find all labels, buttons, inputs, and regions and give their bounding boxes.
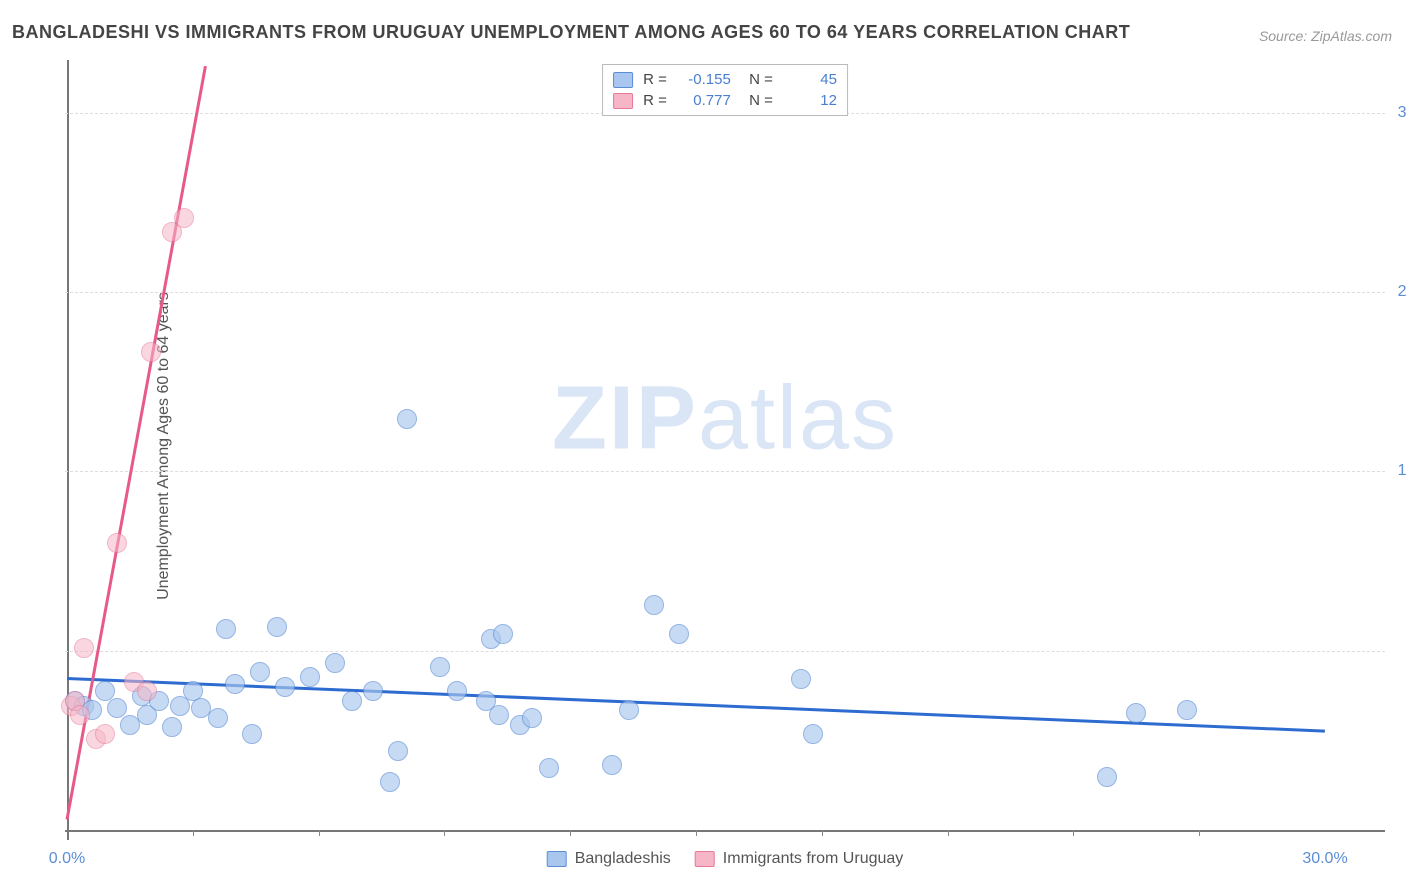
data-point xyxy=(619,700,639,720)
legend-r-value: -0.155 xyxy=(677,71,731,88)
x-minor-tick xyxy=(1199,830,1200,836)
data-point xyxy=(489,705,509,725)
data-point xyxy=(644,595,664,615)
legend-r-value: 0.777 xyxy=(677,92,731,109)
x-minor-tick xyxy=(570,830,571,836)
watermark-text: ZIPatlas xyxy=(552,367,898,470)
data-point xyxy=(225,674,245,694)
data-point xyxy=(300,667,320,687)
data-point xyxy=(107,533,127,553)
plot-surface: ZIPatlas 7.5%15.0%22.5%30.0%0.0%30.0% xyxy=(65,60,1385,840)
gridline-h xyxy=(65,471,1385,472)
data-point xyxy=(342,691,362,711)
x-minor-tick xyxy=(193,830,194,836)
data-point xyxy=(141,342,161,362)
x-minor-tick xyxy=(319,830,320,836)
legend-series-item: Immigrants from Uruguay xyxy=(695,850,904,868)
legend-swatch xyxy=(547,851,567,867)
data-point xyxy=(380,772,400,792)
data-point xyxy=(493,624,513,644)
data-point xyxy=(430,657,450,677)
x-axis-line xyxy=(65,830,1385,832)
gridline-h xyxy=(65,292,1385,293)
data-point xyxy=(74,638,94,658)
data-point xyxy=(95,724,115,744)
legend-swatch xyxy=(613,93,633,109)
data-point xyxy=(250,662,270,682)
data-point xyxy=(208,708,228,728)
legend-r-label: R = xyxy=(643,71,667,88)
data-point xyxy=(1097,767,1117,787)
data-point xyxy=(1177,700,1197,720)
data-point xyxy=(522,708,542,728)
data-point xyxy=(137,681,157,701)
legend-n-label: N = xyxy=(741,71,773,88)
legend-series-label: Immigrants from Uruguay xyxy=(723,850,904,868)
data-point xyxy=(669,624,689,644)
gridline-h xyxy=(65,651,1385,652)
legend-swatch xyxy=(695,851,715,867)
legend-n-label: N = xyxy=(741,92,773,109)
y-tick-label: 30.0% xyxy=(1398,104,1406,122)
source-attribution: Source: ZipAtlas.com xyxy=(1259,28,1392,44)
legend-n-value: 12 xyxy=(783,92,837,109)
legend-correlation-row: R = 0.777 N = 12 xyxy=(613,90,837,111)
legend-n-value: 45 xyxy=(783,71,837,88)
data-point xyxy=(216,619,236,639)
data-point xyxy=(242,724,262,744)
y-tick-label: 15.0% xyxy=(1398,462,1406,480)
x-tick-label: 0.0% xyxy=(49,850,85,868)
legend-series-item: Bangladeshis xyxy=(547,850,671,868)
legend-r-label: R = xyxy=(643,92,667,109)
legend-series-label: Bangladeshis xyxy=(575,850,671,868)
data-point xyxy=(803,724,823,744)
data-point xyxy=(162,717,182,737)
data-point xyxy=(791,669,811,689)
data-point xyxy=(602,755,622,775)
x-minor-tick xyxy=(948,830,949,836)
x-minor-tick xyxy=(1073,830,1074,836)
x-tick-label: 30.0% xyxy=(1302,850,1347,868)
data-point xyxy=(397,409,417,429)
data-point xyxy=(447,681,467,701)
x-minor-tick xyxy=(696,830,697,836)
legend-correlation-row: R = -0.155 N = 45 xyxy=(613,69,837,90)
data-point xyxy=(275,677,295,697)
data-point xyxy=(70,705,90,725)
data-point xyxy=(267,617,287,637)
chart-title: BANGLADESHI VS IMMIGRANTS FROM URUGUAY U… xyxy=(12,22,1130,43)
data-point xyxy=(539,758,559,778)
data-point xyxy=(174,208,194,228)
legend-correlation-box: R = -0.155 N = 45 R = 0.777 N = 12 xyxy=(602,64,848,116)
legend-swatch xyxy=(613,72,633,88)
data-point xyxy=(388,741,408,761)
data-point xyxy=(1126,703,1146,723)
x-minor-tick xyxy=(822,830,823,836)
x-minor-tick xyxy=(444,830,445,836)
data-point xyxy=(325,653,345,673)
y-axis-line xyxy=(67,60,69,840)
legend-series: Bangladeshis Immigrants from Uruguay xyxy=(547,850,904,868)
chart-plot-area: ZIPatlas 7.5%15.0%22.5%30.0%0.0%30.0% R … xyxy=(65,60,1385,840)
y-tick-label: 22.5% xyxy=(1398,283,1406,301)
data-point xyxy=(363,681,383,701)
